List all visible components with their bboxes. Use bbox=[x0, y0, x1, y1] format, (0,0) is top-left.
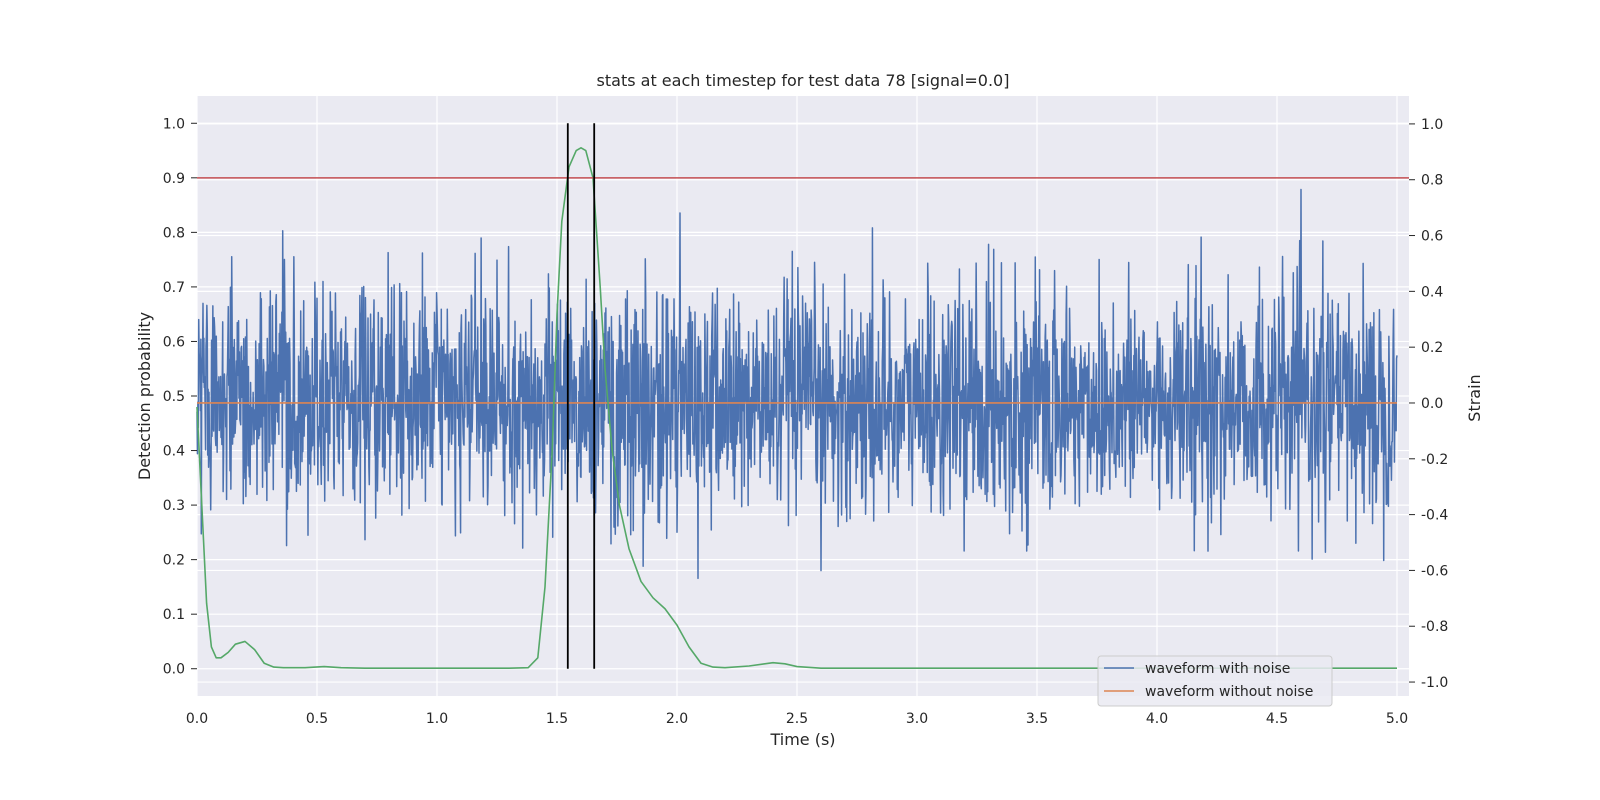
legend: waveform with noise waveform without noi… bbox=[1097, 655, 1333, 707]
y-tick-label-left: 0.8 bbox=[163, 225, 185, 241]
y-axis-label-right: Strain bbox=[1465, 374, 1484, 421]
y-tick-label-left: 0.5 bbox=[163, 389, 185, 405]
chart-title: stats at each timestep for test data 78 … bbox=[597, 71, 1010, 90]
y-tick-label-right: 0.6 bbox=[1421, 229, 1443, 245]
legend-box bbox=[1097, 655, 1333, 707]
y-tick-label-right: 0.2 bbox=[1421, 340, 1443, 356]
series-detection-probability bbox=[196, 147, 1397, 669]
y-tick-label-left: 0.4 bbox=[163, 444, 185, 460]
y-tick-label-right: -0.2 bbox=[1421, 452, 1448, 468]
axis-x: 0.0 0.5 1.0 1.5 2.0 2.5 3.0 3.5 4.0 4.5 5.0 bbox=[186, 711, 1408, 727]
y-tick-label-right: 1.0 bbox=[1421, 117, 1443, 133]
y-tick-label-left: 0.1 bbox=[163, 607, 185, 623]
x-tick-label: 2.5 bbox=[786, 711, 808, 727]
series-layer bbox=[196, 123, 1409, 669]
y-tick-label-left: 0.2 bbox=[163, 553, 185, 569]
y-tick-label-right: 0.0 bbox=[1421, 396, 1443, 412]
y-tick-label-right: -1.0 bbox=[1421, 675, 1448, 691]
x-tick-label: 0.0 bbox=[186, 711, 208, 727]
y-tick-label-left: 0.0 bbox=[163, 662, 185, 678]
y-tick-label-right: -0.4 bbox=[1421, 508, 1448, 524]
x-tick-label: 4.5 bbox=[1266, 711, 1288, 727]
x-tick-label: 2.0 bbox=[666, 711, 688, 727]
x-axis-label: Time (s) bbox=[769, 730, 835, 749]
x-tick-label: 5.0 bbox=[1386, 711, 1408, 727]
axis-left: 0.0 0.1 0.2 0.3 0.4 0.5 0.6 0.7 0.8 0.9 1.0 bbox=[163, 116, 197, 678]
x-tick-label: 3.5 bbox=[1026, 711, 1048, 727]
x-tick-label: 1.5 bbox=[546, 711, 568, 727]
y-tick-label-left: 0.3 bbox=[163, 498, 185, 514]
y-tick-label-right: -0.6 bbox=[1421, 563, 1448, 579]
x-tick-label: 0.5 bbox=[306, 711, 328, 727]
y-tick-label-right: 0.4 bbox=[1421, 284, 1443, 300]
x-tick-label: 4.0 bbox=[1146, 711, 1168, 727]
x-tick-label: 1.0 bbox=[426, 711, 448, 727]
y-tick-label-left: 1.0 bbox=[163, 116, 185, 132]
y-axis-label-left: Detection probability bbox=[135, 312, 154, 480]
y-tick-label-left: 0.6 bbox=[163, 334, 185, 350]
legend-label-waveform-with-noise: waveform with noise bbox=[1145, 661, 1290, 677]
axis-right: -1.0 -0.8 -0.6 -0.4 -0.2 0.0 0.2 0.4 0.6 0.8 1.0 bbox=[1409, 117, 1448, 691]
series-waveform-with-noise bbox=[196, 188, 1398, 580]
y-tick-label-right: -0.8 bbox=[1421, 619, 1448, 635]
y-tick-label-left: 0.9 bbox=[163, 171, 185, 187]
y-tick-label-right: 0.8 bbox=[1421, 173, 1443, 189]
y-tick-label-left: 0.7 bbox=[163, 280, 185, 296]
legend-label-waveform-without-noise: waveform without noise bbox=[1145, 684, 1313, 700]
x-tick-label: 3.0 bbox=[906, 711, 928, 727]
